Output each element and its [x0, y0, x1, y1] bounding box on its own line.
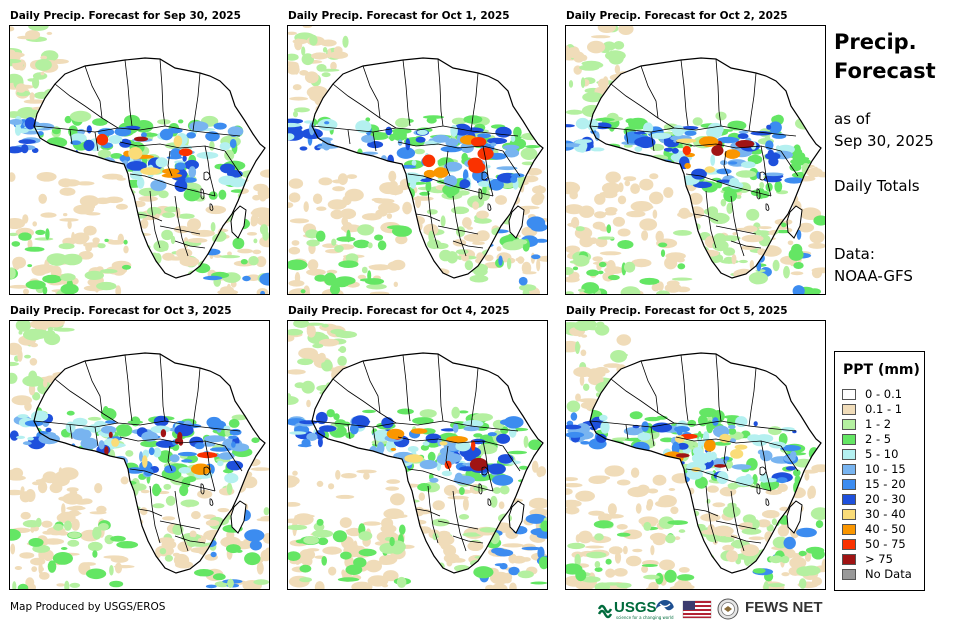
as-of-date: Sep 30, 2025 [834, 132, 934, 150]
data-source: NOAA-GFS [834, 267, 913, 285]
forecast-map [287, 320, 548, 590]
panel-title: Daily Precip. Forecast for Oct 5, 2025 [566, 305, 788, 317]
legend-swatch [842, 419, 856, 430]
legend-label: 5 - 10 [865, 447, 899, 461]
main-title-line1: Precip. [834, 30, 917, 54]
legend-label: 40 - 50 [865, 522, 906, 536]
us-flag-icon [682, 600, 712, 619]
panel-title: Daily Precip. Forecast for Oct 2, 2025 [566, 10, 788, 22]
logos-bar: USGS science for a changing world FEWS N… [598, 597, 828, 621]
panel-title: Daily Precip. Forecast for Oct 3, 2025 [10, 305, 232, 317]
legend-label: > 75 [865, 552, 893, 566]
legend-label: 0 - 0.1 [865, 387, 903, 401]
legend-swatch [842, 434, 856, 445]
state-department-seal-icon [717, 598, 739, 620]
data-source-block: Data: NOAA-GFS [834, 243, 913, 287]
noaa-logo-icon [656, 600, 674, 618]
panel-title: Daily Precip. Forecast for Oct 1, 2025 [288, 10, 510, 22]
legend-label: 30 - 40 [865, 507, 906, 521]
legend-label: 1 - 2 [865, 417, 892, 431]
main-title-line2: Forecast [834, 59, 936, 83]
legend-swatch [842, 464, 856, 475]
legend-label: 50 - 75 [865, 537, 906, 551]
forecast-map [9, 25, 270, 295]
legend-label: 15 - 20 [865, 477, 906, 491]
legend-swatch [842, 449, 856, 460]
legend-swatch [842, 494, 856, 505]
map-credit: Map Produced by USGS/EROS [10, 601, 166, 613]
usgs-tagline: science for a changing world [616, 615, 674, 620]
legend-swatch [842, 404, 856, 415]
legend-swatch [842, 554, 856, 565]
forecast-map [287, 25, 548, 295]
as-of-block: as of Sep 30, 2025 [834, 108, 934, 152]
logo-graphics [598, 598, 739, 620]
panel-title: Daily Precip. Forecast for Sep 30, 2025 [10, 10, 241, 22]
legend-swatch [842, 389, 856, 400]
legend-swatch [842, 569, 856, 580]
legend-swatch [842, 509, 856, 520]
daily-totals-label: Daily Totals [834, 177, 920, 195]
forecast-map [565, 320, 826, 590]
usgs-logo-icon [598, 604, 613, 619]
as-of-label: as of [834, 110, 871, 128]
legend-swatch [842, 479, 856, 490]
legend-label: 20 - 30 [865, 492, 906, 506]
legend-swatch [842, 524, 856, 535]
panel-title: Daily Precip. Forecast for Oct 4, 2025 [288, 305, 510, 317]
main-title: Precip. Forecast [834, 28, 936, 86]
forecast-map [9, 320, 270, 590]
forecast-map [565, 25, 826, 295]
legend-label: 2 - 5 [865, 432, 892, 446]
data-label: Data: [834, 245, 875, 263]
legend-title: PPT (mm) [843, 362, 920, 378]
legend-label: 10 - 15 [865, 462, 906, 476]
legend-label: 0.1 - 1 [865, 402, 903, 416]
fews-net-logo: FEWS NET [745, 599, 823, 616]
usgs-logo-text: USGS [614, 599, 657, 616]
legend-swatch [842, 539, 856, 550]
legend-label: No Data [865, 567, 912, 581]
